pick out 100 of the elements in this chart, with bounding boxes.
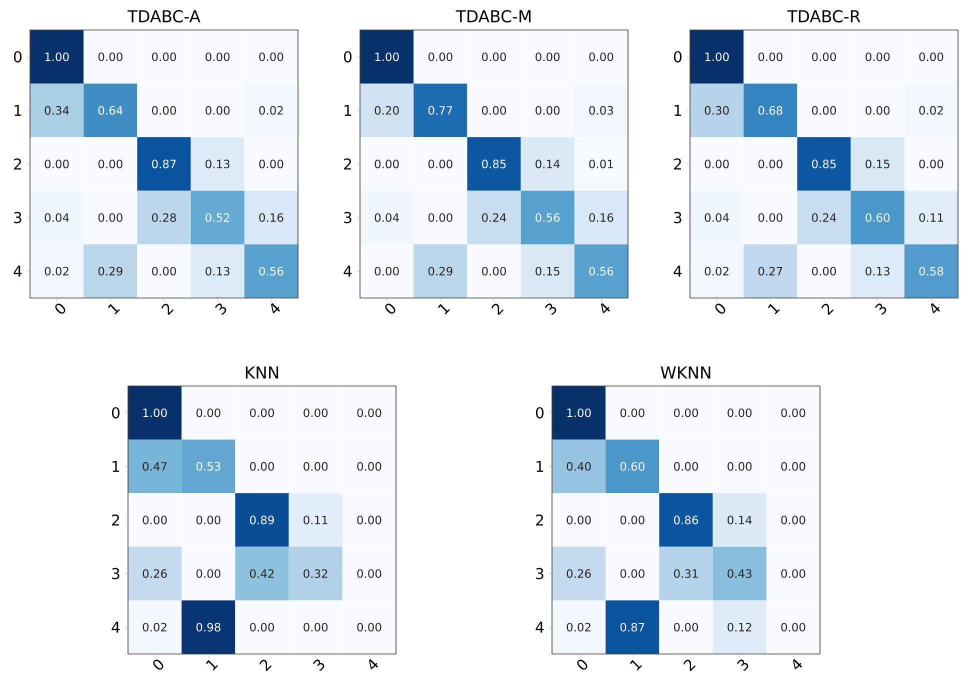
data-label: 0.00	[866, 106, 890, 115]
data-label: 0.00	[812, 106, 836, 115]
y-tick-label: 1	[536, 460, 544, 472]
data-label: 0.02	[259, 106, 283, 115]
y-tick-label: 3	[344, 212, 352, 224]
data-label: 0.00	[536, 52, 560, 62]
y-tick-label: 1	[112, 460, 120, 472]
data-label: 0.00	[866, 52, 890, 62]
y-tick-label: 4	[674, 266, 682, 277]
y-tick-label: 4	[14, 266, 22, 277]
data-label: 0.00	[589, 52, 614, 62]
data-label: 0.00	[620, 408, 644, 418]
data-label: 0.00	[152, 52, 176, 62]
data-label: 0.87	[152, 160, 176, 168]
data-label: 0.00	[206, 52, 230, 62]
data-label: 0.58	[919, 266, 944, 276]
data-label: 0.00	[98, 213, 122, 222]
x-tick-label: 2	[683, 660, 696, 672]
data-label: 0.03	[589, 106, 614, 115]
data-label: 0.87	[620, 622, 644, 632]
data-label: 0.00	[781, 408, 806, 418]
data-label: 0.13	[206, 266, 230, 276]
data-label: 0.00	[812, 52, 836, 62]
data-label: 0.34	[44, 106, 69, 115]
data-label: 0.00	[357, 408, 382, 418]
data-label: 0.43	[728, 569, 752, 578]
y-tick-label: 0	[674, 51, 682, 62]
data-label: 0.85	[812, 160, 836, 168]
y-tick-label: 3	[112, 568, 120, 580]
data-label: 0.00	[304, 622, 328, 632]
y-tick-label: 0	[112, 407, 120, 418]
x-tick-label: 4	[271, 303, 280, 314]
y-tick-label: 1	[344, 104, 352, 116]
data-label: 0.04	[374, 213, 399, 222]
data-label: 0.02	[566, 622, 590, 632]
x-tick-label: 4	[931, 303, 940, 314]
data-label: 0.00	[304, 408, 328, 418]
data-label: 0.15	[536, 266, 560, 276]
y-tick-label: 3	[14, 212, 22, 224]
data-label: 0.68	[758, 106, 782, 115]
data-label: 0.00	[357, 462, 382, 471]
x-tick-label: 3	[737, 660, 748, 671]
data-label: 0.02	[142, 622, 166, 632]
data-label: 0.53	[196, 462, 220, 471]
x-tick-label: 0	[715, 304, 726, 314]
data-label: 0.00	[728, 408, 752, 418]
data-label: 0.29	[428, 266, 452, 276]
data-label: 0.00	[98, 52, 122, 62]
data-label: 0.00	[196, 516, 220, 524]
y-tick-label: 3	[536, 568, 544, 580]
y-tick-label: 4	[536, 622, 544, 633]
data-label: 0.00	[704, 160, 729, 168]
x-tick-label: 2	[161, 304, 174, 316]
data-label: 0.00	[259, 160, 284, 168]
data-label: 0.15	[866, 160, 890, 168]
data-label: 0.04	[44, 213, 69, 222]
data-label: 1.00	[567, 408, 591, 418]
data-label: 0.56	[589, 266, 614, 276]
data-label: 0.00	[758, 213, 782, 222]
data-label: 0.13	[206, 160, 230, 168]
data-label: 0.16	[589, 213, 614, 222]
data-label: 0.00	[781, 516, 806, 524]
data-label: 1.00	[375, 52, 399, 62]
data-label: 0.24	[812, 213, 836, 222]
data-label: 0.12	[728, 622, 752, 632]
x-tick-label: 0	[55, 304, 66, 314]
data-label: 0.02	[919, 106, 943, 115]
data-label: 0.29	[98, 266, 122, 276]
data-label: 0.00	[428, 213, 452, 222]
y-tick-label: 3	[674, 212, 682, 224]
x-tick-label: 3	[215, 304, 226, 315]
data-label: 0.00	[566, 516, 591, 524]
data-label: 0.24	[482, 213, 506, 222]
data-label: 0.00	[152, 266, 176, 276]
data-label: 0.56	[536, 213, 560, 222]
data-label: 0.31	[674, 569, 698, 578]
data-label: 0.00	[919, 52, 944, 62]
data-label: 0.32	[304, 569, 328, 578]
data-label: 0.00	[781, 569, 806, 578]
data-label: 0.00	[142, 516, 167, 524]
data-label: 0.00	[781, 622, 806, 632]
data-label: 0.00	[357, 516, 382, 524]
data-label: 0.60	[620, 462, 644, 471]
data-label: 0.14	[728, 516, 752, 524]
x-tick-label: 0	[385, 304, 396, 314]
x-tick-label: 3	[875, 304, 886, 315]
data-label: 0.00	[728, 462, 752, 471]
y-tick-label: 0	[344, 51, 352, 62]
y-tick-label: 2	[536, 514, 544, 526]
data-label: 0.89	[250, 516, 274, 524]
x-tick-label: 2	[259, 660, 272, 672]
data-label: 0.00	[919, 160, 944, 168]
data-label: 0.00	[620, 516, 644, 524]
data-label: 0.00	[781, 462, 806, 471]
data-label: 0.86	[674, 516, 698, 524]
chart-title: TDABC-A	[127, 10, 200, 22]
data-label: 0.00	[259, 52, 284, 62]
data-label: 0.47	[142, 462, 167, 471]
data-label: 0.26	[566, 569, 591, 578]
data-label: 0.01	[589, 160, 613, 168]
